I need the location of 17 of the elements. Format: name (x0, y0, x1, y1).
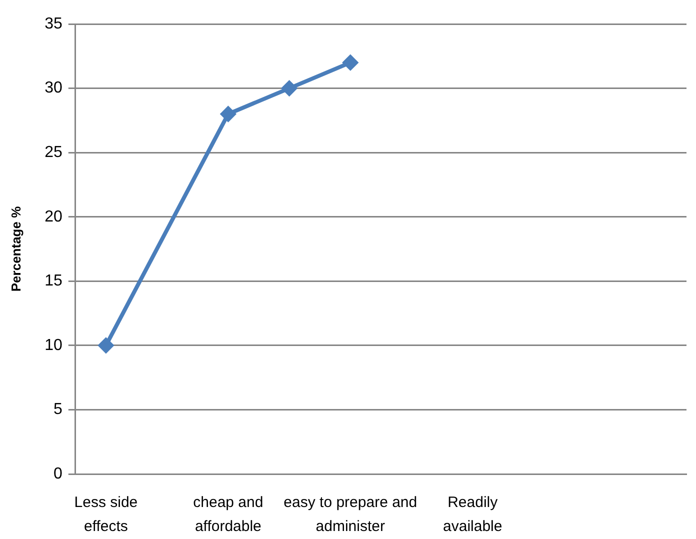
y-tick-label: 20 (44, 208, 62, 226)
x-tick-label: cheap and affordable (193, 494, 264, 536)
x-tick-label: Readily available (443, 494, 502, 536)
point (342, 55, 358, 70)
y-axis-title: Percentage % (8, 206, 24, 292)
point (282, 80, 297, 96)
x-tick-label: Less side effects (74, 494, 138, 536)
point (220, 106, 236, 122)
x-tick-label: easy to prepare and administer (284, 494, 418, 536)
y-tick-label: 0 (53, 465, 62, 482)
point (98, 338, 114, 353)
y-tick-label: 35 (44, 15, 62, 32)
y-tick-label: 10 (44, 336, 62, 354)
y-tick-label: 30 (44, 80, 62, 97)
y-tick-label: 15 (44, 272, 62, 290)
y-tick-label: 25 (44, 144, 62, 161)
y-tick-label: 5 (53, 401, 62, 418)
